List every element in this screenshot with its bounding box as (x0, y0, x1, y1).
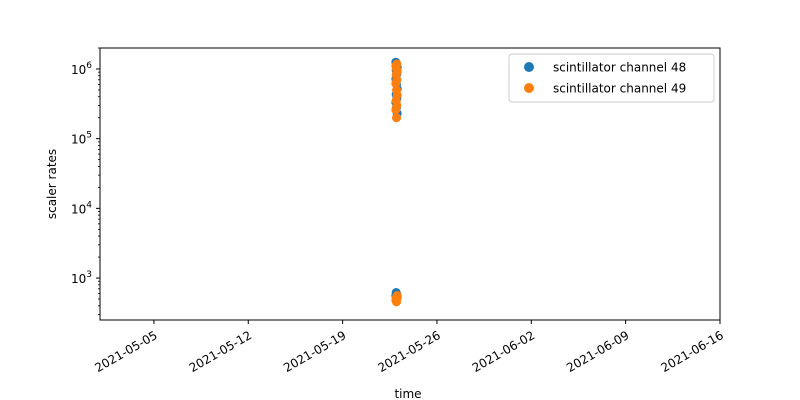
y-tick-label: 104 (71, 200, 92, 216)
legend-marker (524, 62, 534, 72)
points-layer (391, 57, 402, 307)
data-point-channel-49 (391, 78, 401, 88)
y-axis: 103 104 105 106 (71, 47, 100, 315)
legend-marker (524, 83, 534, 93)
data-point-channel-49 (392, 297, 402, 307)
y-tick-label: 106 (71, 61, 92, 77)
legend-label: scintillator channel 48 (553, 61, 686, 75)
plot-frame (99, 47, 721, 321)
y-tick-label: 105 (71, 131, 92, 147)
y-tick-label: 103 (71, 270, 92, 286)
data-point-channel-49 (391, 105, 401, 115)
y-axis-label: scaler rates (45, 149, 59, 219)
legend-label: scintillator channel 49 (553, 82, 686, 96)
legend: scintillator channel 48 scintillator chan… (508, 53, 715, 103)
data-point-channel-49 (392, 113, 402, 123)
legend-box (508, 53, 715, 103)
x-axis-label: time (394, 387, 421, 400)
